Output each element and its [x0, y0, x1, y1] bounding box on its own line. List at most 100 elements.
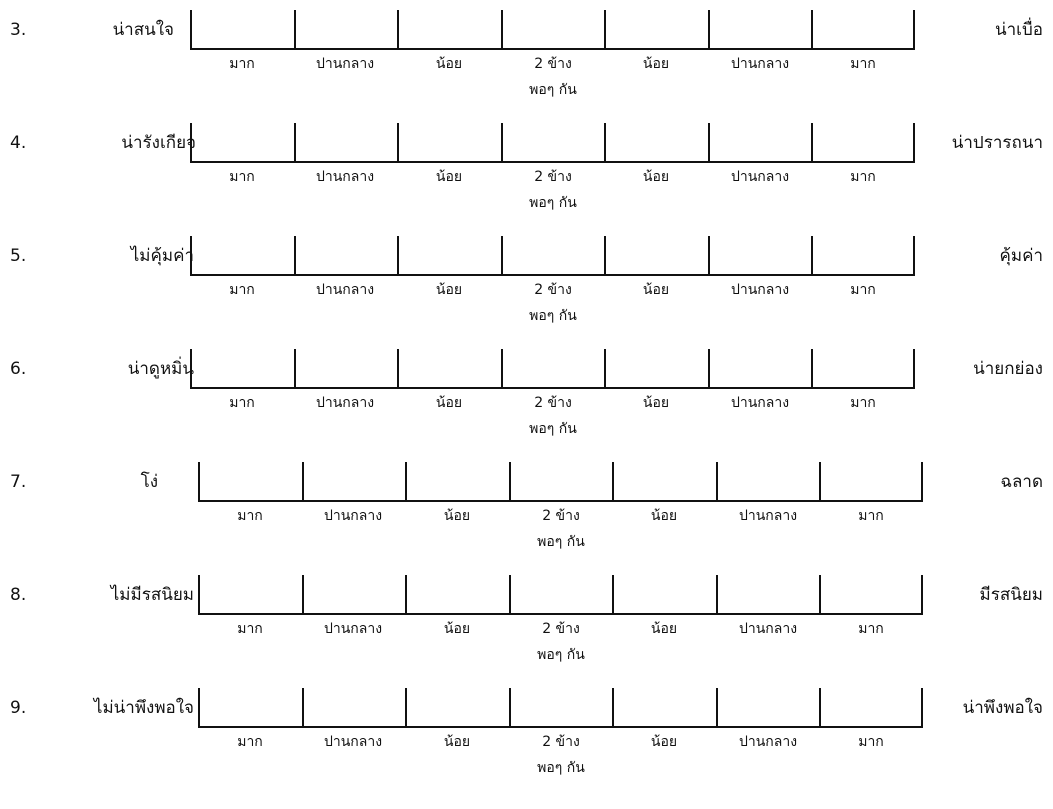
- scale-point-label[interactable]: มาก: [237, 621, 263, 637]
- scale-point-label[interactable]: 2 ข้าง: [534, 169, 572, 185]
- scale-tick: [294, 10, 296, 50]
- scale-tick: [190, 236, 192, 276]
- scale-point-label[interactable]: มาก: [229, 56, 255, 72]
- scale-tick: [190, 349, 192, 389]
- scale-point-label[interactable]: ปานกลาง: [738, 508, 798, 524]
- scale-point-label[interactable]: 2 ข้าง: [542, 621, 580, 637]
- scale-tick: [405, 575, 407, 615]
- scale-point-label[interactable]: น้อย: [642, 169, 670, 185]
- scale-point-label[interactable]: 2 ข้าง: [542, 734, 580, 750]
- scale-point-label[interactable]: น้อย: [642, 56, 670, 72]
- scale-point-label[interactable]: ปานกลาง: [730, 169, 790, 185]
- scale-tick: [604, 349, 606, 389]
- scale-point-label[interactable]: ปานกลาง: [315, 56, 375, 72]
- scale-item: 6. น่าดูหมิ่น น่ายกย่อง มาก ปานกลาง น้อย 2 ข้า…: [0, 339, 1053, 454]
- scale-point-label[interactable]: ปานกลาง: [323, 621, 383, 637]
- scale-point-label[interactable]: มาก: [850, 169, 876, 185]
- scale-point-label[interactable]: มาก: [237, 734, 263, 750]
- scale-item: 3. น่าสนใจ น่าเบื่อ มาก ปานกลาง น้อย 2 ข้าง น้อ…: [0, 0, 1053, 115]
- scale-point-label[interactable]: มาก: [850, 56, 876, 72]
- scale-tick: [612, 575, 614, 615]
- scale-point-label[interactable]: ปานกลาง: [738, 734, 798, 750]
- item-number: 5.: [10, 246, 27, 266]
- scale-point-label[interactable]: มาก: [229, 395, 255, 411]
- scale-point-label[interactable]: มาก: [858, 734, 884, 750]
- scale-point-label[interactable]: มาก: [858, 508, 884, 524]
- scale-tick: [604, 123, 606, 163]
- scale-point-label[interactable]: ปานกลาง: [315, 395, 375, 411]
- scale-point-label[interactable]: ปานกลาง: [738, 621, 798, 637]
- scale-point-label[interactable]: 2 ข้าง: [534, 282, 572, 298]
- item-number: 7.: [10, 472, 27, 492]
- scale-point-label[interactable]: ปานกลาง: [315, 282, 375, 298]
- scale-tick: [811, 236, 813, 276]
- scale-baseline: [190, 161, 915, 163]
- scale-point-label[interactable]: น้อย: [642, 282, 670, 298]
- scale-tick: [405, 462, 407, 502]
- rating-scale: [198, 462, 923, 502]
- scale-point-label[interactable]: น้อย: [435, 169, 463, 185]
- scale-tick: [913, 236, 915, 276]
- left-adjective: ไม่คุ้มค่า: [130, 246, 194, 266]
- scale-point-label[interactable]: น้อย: [443, 508, 471, 524]
- scale-tick: [913, 10, 915, 50]
- scale-baseline: [190, 387, 915, 389]
- scale-tick: [397, 349, 399, 389]
- right-adjective: มีรสนิยม: [979, 585, 1043, 605]
- scale-point-label[interactable]: มาก: [229, 282, 255, 298]
- scale-point-label[interactable]: น้อย: [650, 734, 678, 750]
- scale-point-label[interactable]: มาก: [858, 621, 884, 637]
- scale-point-label[interactable]: น้อย: [435, 56, 463, 72]
- scale-point-label[interactable]: ปานกลาง: [730, 282, 790, 298]
- scale-tick: [397, 236, 399, 276]
- scale-point-label[interactable]: มาก: [850, 282, 876, 298]
- scale-tick: [302, 462, 304, 502]
- item-number: 4.: [10, 133, 27, 153]
- scale-tick: [294, 236, 296, 276]
- scale-point-label[interactable]: 2 ข้าง: [534, 56, 572, 72]
- item-number: 9.: [10, 698, 27, 718]
- scale-tick: [811, 349, 813, 389]
- scale-tick: [405, 688, 407, 728]
- scale-tick: [612, 688, 614, 728]
- scale-point-label[interactable]: น้อย: [650, 621, 678, 637]
- scale-point-label[interactable]: น้อย: [642, 395, 670, 411]
- scale-item: 7. โง่ ฉลาด มาก ปานกลาง น้อย 2 ข้าง น้อย ปานกลาง…: [0, 452, 1053, 567]
- scale-point-label[interactable]: น้อย: [435, 395, 463, 411]
- center-sublabel: พอๆ กัน: [537, 647, 585, 663]
- scale-point-label[interactable]: ปานกลาง: [323, 734, 383, 750]
- scale-point-label[interactable]: ปานกลาง: [315, 169, 375, 185]
- left-adjective: ไม่มีรสนิยม: [110, 585, 194, 605]
- scale-tick: [198, 462, 200, 502]
- scale-point-label[interactable]: มาก: [850, 395, 876, 411]
- scale-point-label[interactable]: น้อย: [443, 734, 471, 750]
- scale-baseline: [190, 48, 915, 50]
- scale-point-label[interactable]: มาก: [237, 508, 263, 524]
- scale-tick: [501, 10, 503, 50]
- scale-point-label[interactable]: ปานกลาง: [730, 395, 790, 411]
- scale-point-label[interactable]: ปานกลาง: [730, 56, 790, 72]
- right-adjective: ฉลาด: [1000, 472, 1043, 492]
- center-sublabel: พอๆ กัน: [529, 308, 577, 324]
- scale-tick: [913, 349, 915, 389]
- center-sublabel: พอๆ กัน: [529, 195, 577, 211]
- scale-tick: [198, 575, 200, 615]
- right-adjective: น่ายกย่อง: [973, 359, 1043, 379]
- scale-tick: [509, 688, 511, 728]
- scale-tick: [819, 462, 821, 502]
- scale-tick: [294, 349, 296, 389]
- center-sublabel: พอๆ กัน: [529, 82, 577, 98]
- scale-tick: [198, 688, 200, 728]
- rating-scale: [198, 575, 923, 615]
- scale-point-label[interactable]: 2 ข้าง: [534, 395, 572, 411]
- scale-point-label[interactable]: 2 ข้าง: [542, 508, 580, 524]
- scale-tick: [509, 575, 511, 615]
- scale-item: 9. ไม่น่าพึงพอใจ น่าพึงพอใจ มาก ปานกลาง น้อย 2…: [0, 678, 1053, 793]
- scale-point-label[interactable]: ปานกลาง: [323, 508, 383, 524]
- scale-point-label[interactable]: น้อย: [650, 508, 678, 524]
- scale-point-label[interactable]: น้อย: [443, 621, 471, 637]
- scale-tick: [501, 123, 503, 163]
- scale-tick: [716, 462, 718, 502]
- scale-point-label[interactable]: น้อย: [435, 282, 463, 298]
- scale-point-label[interactable]: มาก: [229, 169, 255, 185]
